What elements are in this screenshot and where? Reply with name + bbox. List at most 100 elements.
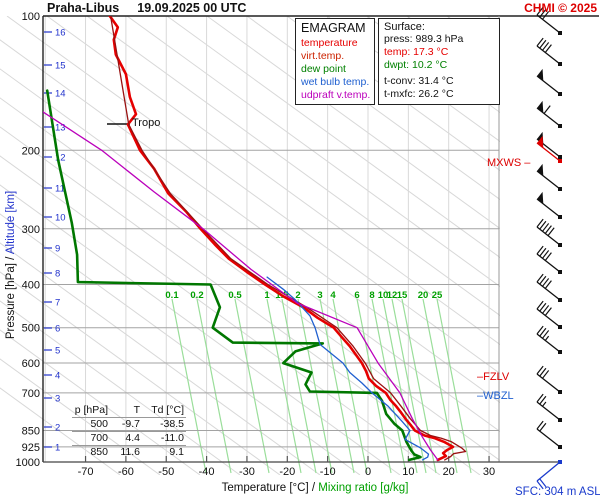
y-axis-title-altitude: Altitude [km]	[5, 190, 17, 255]
temperature-tick-label: 0	[365, 466, 371, 478]
pressure-tick-label: 500	[22, 323, 40, 335]
surface-value: dwpt: 10.2 °C	[384, 59, 448, 71]
temperature-tick-label: -30	[239, 466, 255, 478]
altitude-axis-ticks: 16 15 14 13 12 11 10 9 8 7 6 5 4 3 2 1	[44, 28, 66, 454]
mixing-ratio-label: 25	[432, 290, 443, 301]
altitude-tick-label: 14	[55, 89, 66, 100]
max-wind-level-label: MXWS –	[487, 157, 531, 169]
wet-bulb-zero-label: –WBZL	[477, 390, 514, 402]
pressure-tick-label: 850	[22, 426, 40, 438]
surface-panel-title: Surface:	[384, 21, 425, 33]
table-cell: 9.1	[169, 446, 184, 458]
mixing-ratio-label: 0.1	[165, 290, 179, 301]
mixing-ratio-label: 3	[317, 290, 322, 301]
wind-barb	[536, 6, 562, 35]
x-axis-title: Temperature [°C] / Mixing ratio [g/kg]	[221, 482, 409, 494]
wind-barb	[536, 420, 562, 449]
mixing-ratio-label: 10	[378, 290, 389, 301]
pressure-tick-label: 1000	[16, 457, 40, 469]
temperature-tick-label: 20	[443, 466, 455, 478]
altitude-tick-label: 15	[55, 61, 66, 72]
temperature-tick-label: -10	[320, 466, 336, 478]
pressure-tick-label: 600	[22, 358, 40, 370]
pressure-tick-label: 300	[22, 224, 40, 236]
altitude-tick-label: 5	[55, 346, 60, 357]
wind-barb	[536, 135, 562, 163]
surface-items: press: 989.3 hPa temp: 17.3 °C dwpt: 10.2 …	[384, 33, 496, 101]
wind-barb	[536, 245, 562, 274]
table-cell: -9.7	[110, 418, 142, 432]
x-axis-title-mixing-ratio: Mixing ratio [g/kg]	[318, 482, 409, 494]
wind-barb	[536, 163, 562, 191]
legend-title: EMAGRAM	[301, 21, 366, 35]
pressure-axis-labels: 100 200 300 400 500 600 700 850 925 1000	[16, 11, 40, 469]
temperature-tick-label: -20	[279, 466, 295, 478]
wind-barb	[536, 191, 562, 219]
surface-panel: Surface: press: 989.3 hPa temp: 17.3 °C dw…	[378, 18, 500, 105]
altitude-tick-label: 13	[55, 123, 66, 134]
table-cell: 11.6	[120, 446, 140, 458]
sounding-datetime: 19.09.2025 00 UTC	[137, 1, 247, 15]
mixing-ratio-label: 15	[397, 290, 408, 301]
curve-wet-bulb-temp-	[266, 276, 430, 461]
wind-barb	[536, 325, 562, 354]
pressure-tick-label: 400	[22, 280, 40, 292]
curve-dew-point	[45, 89, 422, 462]
legend-item: temperature	[301, 37, 358, 49]
table-cell: 850	[90, 446, 108, 458]
temperature-tick-label: -70	[78, 466, 94, 478]
temperature-tick-label: 10	[402, 466, 414, 478]
altitude-tick-label: 12	[55, 153, 66, 164]
pressure-tick-label: 700	[22, 388, 40, 400]
x-axis-title-temperature: Temperature [°C]	[221, 482, 309, 494]
mixing-ratio-label: 20	[418, 290, 429, 301]
legend-panel: EMAGRAM temperature virt.temp. dew point we…	[295, 18, 375, 105]
wind-barb	[536, 37, 562, 66]
curve-virt-temp-	[109, 16, 467, 461]
y-axis-title: Pressure [hPa] / Altitude [km]	[5, 190, 17, 340]
altitude-tick-label: 4	[55, 371, 60, 382]
wind-barb	[536, 273, 562, 302]
wind-barbs	[536, 6, 562, 490]
pressure-gridlines	[43, 149, 499, 448]
altitude-tick-label: 1	[55, 443, 60, 454]
freezing-level-label: –FZLV	[477, 371, 510, 383]
altitude-tick-label: 6	[55, 324, 60, 335]
temperature-axis-ticks: -70 -60 -50 -40 -30 -20 -10 0 10 20 30	[78, 456, 495, 478]
legend-item: wet bulb temp.	[301, 76, 370, 88]
altitude-tick-label: 8	[55, 269, 60, 280]
pressure-tick-label: 200	[22, 145, 40, 157]
wind-barb	[536, 218, 562, 247]
table-cell: 4.4	[110, 432, 142, 446]
table-header-cell: T	[110, 404, 142, 418]
pressure-tick-label: 100	[22, 11, 40, 23]
altitude-tick-label: 16	[55, 28, 66, 39]
wind-barb	[536, 393, 562, 422]
legend-items: temperature virt.temp. dew point wet bulb t…	[301, 37, 371, 102]
mixing-ratio-label: 0.2	[190, 290, 203, 301]
table-cell: -38.5	[142, 418, 186, 432]
wind-barb	[536, 365, 562, 394]
altitude-tick-label: 3	[55, 394, 60, 405]
altitude-tick-label: 2	[55, 423, 60, 434]
surface-value: t-conv: 31.4 °C	[384, 75, 454, 87]
mixing-ratio-label: 2	[295, 290, 300, 301]
table-header-cell: Td [°C]	[142, 404, 186, 418]
curve-temperature	[108, 16, 455, 462]
table-header-cell: p [hPa]	[72, 404, 110, 418]
levels-table: p [hPa] T Td [°C] 500 -9.7 -38.5 700 4.4 -11.0 85…	[72, 404, 186, 459]
mixing-ratio-label: 4	[330, 290, 336, 301]
table-cell: 700	[72, 432, 110, 446]
temperature-tick-label: -50	[158, 466, 174, 478]
tropopause-label: Tropo	[132, 117, 161, 129]
altitude-tick-label: 11	[55, 184, 65, 195]
altitude-tick-label: 7	[55, 298, 60, 309]
legend-item: udpraft v.temp.	[301, 89, 371, 101]
temperature-tick-label: -40	[199, 466, 215, 478]
mixing-ratio-label: 1	[264, 290, 270, 301]
surface-value: temp: 17.3 °C	[384, 46, 449, 58]
surface-value: t-mxfc: 26.2 °C	[384, 88, 454, 100]
station-name: Praha-Libus	[47, 1, 120, 15]
wind-barb	[536, 100, 562, 128]
